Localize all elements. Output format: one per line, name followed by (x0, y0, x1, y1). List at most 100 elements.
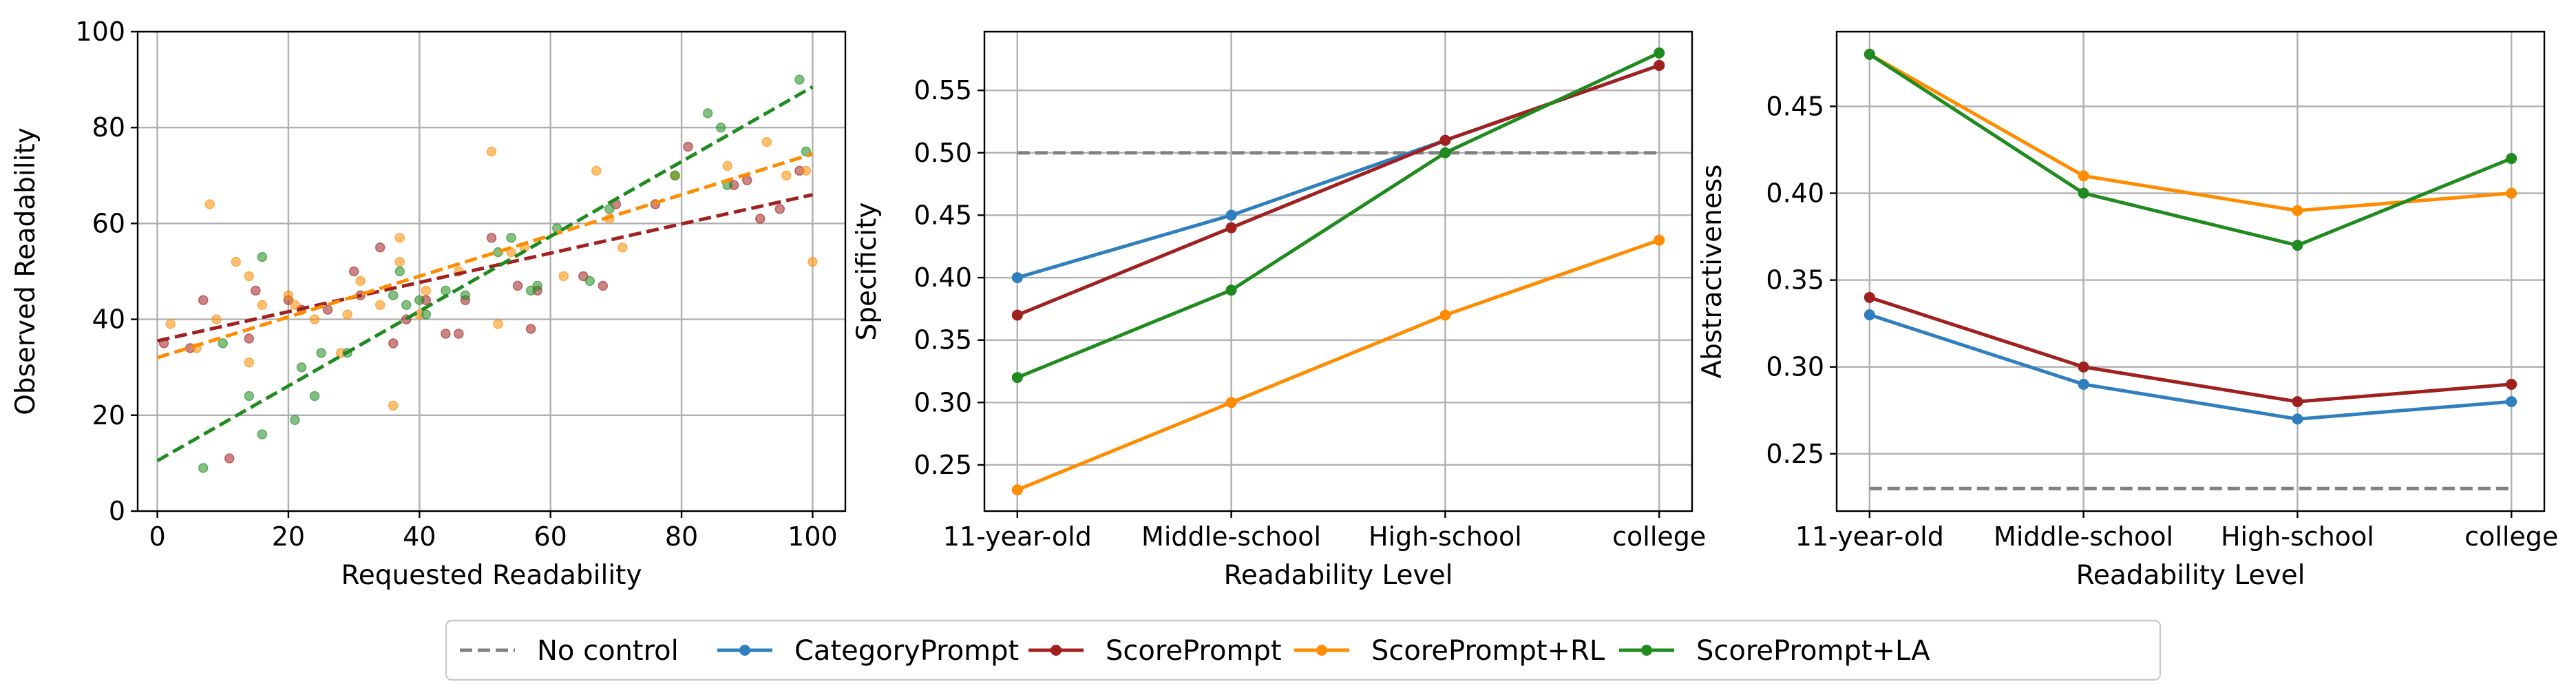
scatter-point (702, 108, 713, 118)
specificity-line-panel: 11-year-old Middle-school High-school colle… (852, 30, 1706, 591)
scatter-point (257, 429, 268, 439)
legend-swatch-marker (1641, 645, 1652, 656)
scatter-point (388, 290, 399, 301)
series-point (2506, 153, 2517, 165)
series-line (1869, 295, 2512, 404)
x-tick-label: 100 (788, 521, 838, 552)
scatter-point (454, 329, 464, 339)
y-tick-label: 100 (75, 17, 125, 47)
legend-label: ScorePrompt (1106, 635, 1282, 667)
scatter-point (598, 280, 609, 291)
series-line (1016, 51, 1660, 380)
series-point (1864, 48, 1875, 60)
y-axis-label: Abstractiveness (1697, 165, 1728, 379)
scatter-point (342, 309, 352, 320)
scatter-point (558, 271, 569, 282)
scatter-point (374, 242, 386, 253)
trend-line (157, 193, 813, 343)
scatter-point (670, 170, 680, 181)
legend-swatch-marker (1051, 645, 1062, 656)
scatter-point (486, 233, 497, 243)
scatter-point (394, 233, 405, 243)
scatter-point (486, 146, 497, 157)
scatter-point (244, 357, 255, 368)
scatter-point (512, 280, 523, 291)
series-point (1654, 59, 1665, 71)
series-line (1868, 52, 2513, 247)
y-tick-label: 0.35 (914, 325, 972, 355)
scatter-point (244, 391, 255, 402)
scatter-point (794, 74, 805, 85)
scatter-point (807, 256, 818, 267)
scatter-point (296, 362, 307, 373)
y-tick-label: 0.55 (914, 75, 972, 105)
series-point (2292, 413, 2303, 425)
scatter-point (316, 348, 326, 358)
scatter-point (224, 453, 235, 464)
scatter-point (441, 329, 451, 339)
y-tick-label: 0.30 (914, 387, 972, 417)
series-point (2506, 396, 2517, 408)
x-axis-label: Requested Readability (341, 560, 642, 591)
series-point (1654, 47, 1665, 59)
x-axis-label: Readability Level (1224, 560, 1453, 591)
trend-line (156, 85, 814, 463)
series-point (1225, 209, 1237, 221)
series-point (1011, 372, 1023, 384)
scatter-point (388, 338, 399, 349)
scatter-point (309, 314, 320, 324)
scatter-point (421, 309, 432, 320)
plot-frame (983, 30, 1693, 512)
scatter-point (244, 333, 255, 344)
scatter-point (401, 300, 412, 310)
y-axis-label: Specificity (852, 203, 883, 341)
scatter-point (204, 199, 215, 209)
y-tick-label: 0 (109, 496, 125, 526)
series-point (2292, 240, 2303, 251)
x-tick-label: Middle-school (1994, 521, 2173, 552)
scatter-point (578, 271, 589, 282)
y-tick-label: 0.25 (1766, 439, 1824, 469)
x-tick-label: High-school (2221, 521, 2374, 552)
series-point (1225, 284, 1237, 296)
legend: No control CategoryPrompt ScorePrompt Score… (445, 619, 2162, 681)
x-tick-label: 60 (534, 521, 567, 552)
y-tick-label: 0.45 (1766, 91, 1824, 121)
scatter-point (755, 214, 766, 224)
scatter-point (348, 266, 359, 277)
scatter-point (774, 204, 785, 214)
y-tick-label: 40 (92, 304, 125, 335)
scatter-point (322, 304, 333, 315)
scatter-point (441, 285, 451, 296)
series-point (2506, 378, 2517, 390)
plot-frame (1835, 30, 2546, 512)
x-tick-label: 11-year-old (1795, 521, 1944, 552)
scatter-point (460, 290, 471, 301)
scatter-point (355, 276, 366, 287)
series-point (1439, 134, 1451, 146)
x-tick-label: 11-year-old (943, 521, 1092, 552)
scatter-point (506, 233, 516, 243)
scatter-point (715, 122, 726, 133)
series-point (1864, 291, 1875, 303)
scatter-point (722, 160, 732, 172)
series-point (2078, 187, 2089, 199)
y-tick-label: 0.45 (914, 200, 972, 230)
scatter-point (290, 300, 300, 310)
y-tick-label: 0.40 (914, 262, 972, 293)
scatter-point (198, 295, 209, 306)
series-point (2292, 396, 2303, 408)
legend-label: No control (537, 635, 679, 667)
x-tick-label: 20 (272, 521, 305, 552)
scatter-point (741, 175, 752, 186)
legend-label: CategoryPrompt (794, 635, 1019, 667)
x-tick-label: college (2464, 521, 2558, 552)
x-tick-label: 80 (665, 521, 698, 552)
scatter-point (801, 165, 812, 176)
readability-scatter-panel: 0 20 40 60 80 100 0 20 40 60 80 100 Requested Readab… (10, 17, 847, 591)
legend-swatch-marker (739, 645, 750, 656)
legend-label: ScorePrompt+LA (1696, 635, 1930, 667)
scatter-point (761, 136, 772, 147)
scatter-point (604, 204, 615, 214)
series-point (2292, 205, 2303, 216)
